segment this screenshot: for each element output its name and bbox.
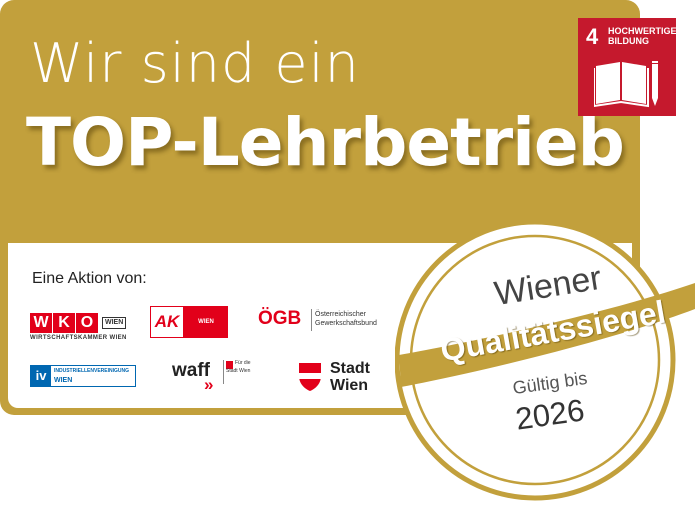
waff-arrows-icon: »	[204, 375, 214, 394]
quality-seal: Wiener Qualitätssiegel Gültig bis 2026	[395, 205, 695, 505]
sdg-title: HOCHWERTIGE BILDUNG	[608, 26, 677, 46]
waff-line-2: Stadt Wien	[226, 368, 251, 374]
wien-shield-icon	[299, 363, 321, 391]
headline-line-1: Wir sind ein	[30, 32, 360, 95]
sdg-title-line-2: BILDUNG	[608, 36, 649, 46]
stadt-wien-line-2: Wien	[330, 377, 369, 394]
sdg-number: 4	[586, 24, 599, 49]
stadt-wien-line-1: Stadt	[330, 360, 370, 377]
waff-mark: waff	[172, 360, 210, 381]
oegb-line-1: Österreichischer	[315, 311, 366, 318]
iv-logo: iv INDUSTRIELLENVEREINIGUNG WIEN	[30, 365, 136, 387]
waff-divider	[223, 360, 224, 384]
sdg-title-line-1: HOCHWERTIGE	[608, 26, 677, 36]
book-pencil-icon	[594, 61, 658, 108]
waff-logo: waff » Für die Stadt Wien	[172, 360, 272, 396]
iv-mark: iv	[31, 366, 51, 386]
iv-line-1: INDUSTRIELLENVEREINIGUNG	[54, 368, 130, 374]
aktion-label: Eine Aktion von:	[32, 270, 147, 287]
ak-tag: WIEN	[184, 306, 228, 338]
waff-wien-crest-icon	[226, 361, 233, 369]
seal-band	[399, 283, 695, 387]
oegb-line-2: Gewerkschaftsbund	[315, 320, 377, 327]
oegb-divider	[311, 309, 312, 331]
sdg-4-badge: 4 HOCHWERTIGE BILDUNG	[578, 18, 677, 116]
wko-letter-k: K	[53, 313, 75, 333]
ak-logo: AK WIEN	[150, 306, 228, 338]
waff-line-1: Für die	[235, 360, 251, 366]
ak-mark: AK	[150, 306, 184, 338]
wko-logo: W K O WIEN WIRTSCHAFTSKAMMER WIEN	[30, 313, 140, 341]
wko-letter-o: O	[76, 313, 98, 333]
stadt-wien-logo: Stadt Wien	[298, 360, 388, 396]
wko-letter-w: W	[30, 313, 52, 333]
wko-tag: WIEN	[102, 317, 127, 329]
iv-line-2: WIEN	[54, 377, 73, 384]
headline-line-2: TOP-Lehrbetrieb	[26, 104, 625, 181]
oegb-mark: ÖGB	[258, 308, 302, 329]
seal-rings	[395, 219, 695, 501]
wko-subtitle: WIRTSCHAFTSKAMMER WIEN	[30, 335, 127, 341]
oegb-logo: ÖGB Österreichischer Gewerkschaftsbund	[258, 307, 398, 335]
